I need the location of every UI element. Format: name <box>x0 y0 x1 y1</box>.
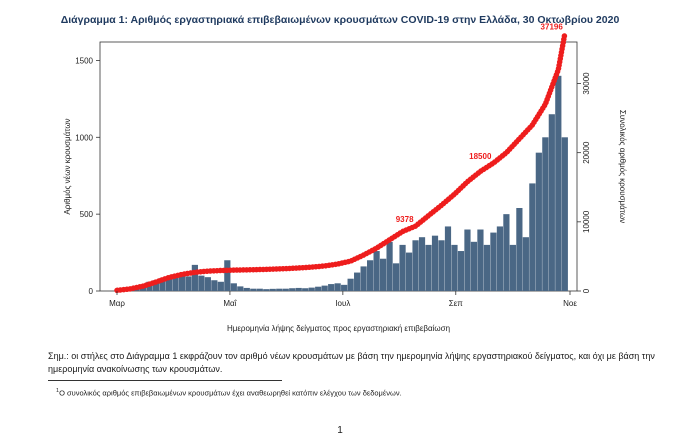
y2-axis-label: Συνολικός αριθμός κρουσμάτων <box>618 110 627 223</box>
y2-tick-label: 20000 <box>582 141 591 164</box>
y2-tick-label: 10000 <box>582 210 591 233</box>
bar <box>399 244 406 291</box>
bar <box>496 226 504 291</box>
bar <box>295 287 302 291</box>
bar <box>412 240 419 291</box>
bar <box>379 258 387 291</box>
bar <box>542 137 549 291</box>
bar <box>503 214 510 291</box>
chart-title: Διάγραμμα 1: Αριθμός εργαστηριακά επιβεβ… <box>60 14 620 26</box>
bar <box>535 152 542 291</box>
cumulative-label: 37196 <box>541 23 564 32</box>
bar <box>165 278 173 291</box>
bar <box>392 263 400 291</box>
bar <box>405 252 413 291</box>
x-tick-label: Νοε <box>563 299 577 308</box>
chart-note: Σημ.: οι στήλες στο Διάγραμμα 1 εκφράζου… <box>48 351 655 374</box>
bar <box>230 283 237 291</box>
bar <box>198 275 205 291</box>
bar <box>191 264 198 291</box>
footnote-rule <box>48 380 282 381</box>
bar <box>341 284 348 291</box>
bar <box>522 237 529 291</box>
bar <box>178 275 185 291</box>
bar <box>282 288 289 291</box>
x-tick-label: Μαΐ <box>223 299 237 308</box>
bar <box>211 280 218 291</box>
footnote: 1Ο συνολικός αριθμός επιβεβαιωμένων κρου… <box>56 388 402 398</box>
bar <box>431 235 439 291</box>
x-axis-label: Ημερομηνία λήψης δείγματος προς εργαστηρ… <box>227 324 450 333</box>
cumulative-label: 18500 <box>469 152 492 161</box>
bar <box>360 266 367 291</box>
bar <box>373 251 380 291</box>
bar <box>276 288 283 291</box>
bar <box>483 244 491 291</box>
y-tick-label: 0 <box>89 287 94 296</box>
bar <box>516 208 523 291</box>
cumulative-line <box>114 30 568 294</box>
bar <box>548 114 555 291</box>
bar <box>555 75 562 291</box>
bar <box>509 244 516 291</box>
bar <box>263 289 270 291</box>
bar <box>354 272 361 291</box>
bar <box>529 183 536 291</box>
bar <box>204 277 211 291</box>
bar <box>172 274 179 291</box>
bar <box>334 283 341 291</box>
chart-canvas: 9378 18500 37196 0 500 1000 1500 0 10000 20000 300… <box>63 23 627 333</box>
bar <box>444 226 452 291</box>
bar <box>328 284 335 291</box>
bar <box>159 277 166 291</box>
bar <box>464 229 471 291</box>
bar <box>217 281 224 291</box>
y-tick-label: 1500 <box>75 56 93 65</box>
x-tick-label: Σεπ <box>449 299 464 308</box>
x-tick-label: Μαρ <box>109 299 125 308</box>
bar <box>250 288 257 291</box>
bar <box>152 280 160 291</box>
y-tick-label: 1000 <box>75 133 93 142</box>
y-tick-label: 500 <box>80 210 94 219</box>
bar <box>438 240 445 291</box>
bar <box>477 229 484 291</box>
bar <box>490 232 497 291</box>
bar <box>451 244 458 291</box>
cumulative-label: 9378 <box>396 215 414 224</box>
bar <box>367 260 374 291</box>
bar <box>386 241 393 291</box>
y-axis-label: Αριθμός νέων κρουσμάτων <box>63 118 72 214</box>
footnote-text: Ο συνολικός αριθμός επιβεβαιωμένων κρουσ… <box>59 388 402 398</box>
bar <box>561 137 568 291</box>
bar <box>425 244 432 291</box>
bar <box>185 276 192 291</box>
bar <box>308 287 315 291</box>
bar <box>302 288 309 291</box>
y2-tick-label: 0 <box>582 288 591 293</box>
bar <box>243 287 250 291</box>
footnote-marker: 1 <box>56 388 60 394</box>
bar <box>269 288 276 291</box>
x-tick-label: Ιουλ <box>335 299 350 308</box>
bar <box>315 286 322 291</box>
bar <box>237 286 244 291</box>
bar <box>321 285 328 291</box>
bar <box>470 241 478 291</box>
bar <box>347 278 354 291</box>
page-number: 1 <box>337 425 343 436</box>
bar <box>289 288 296 291</box>
bar <box>418 237 426 291</box>
bar <box>224 260 231 291</box>
bar <box>256 288 263 291</box>
bar <box>457 251 465 291</box>
y2-tick-label: 30000 <box>582 72 591 95</box>
